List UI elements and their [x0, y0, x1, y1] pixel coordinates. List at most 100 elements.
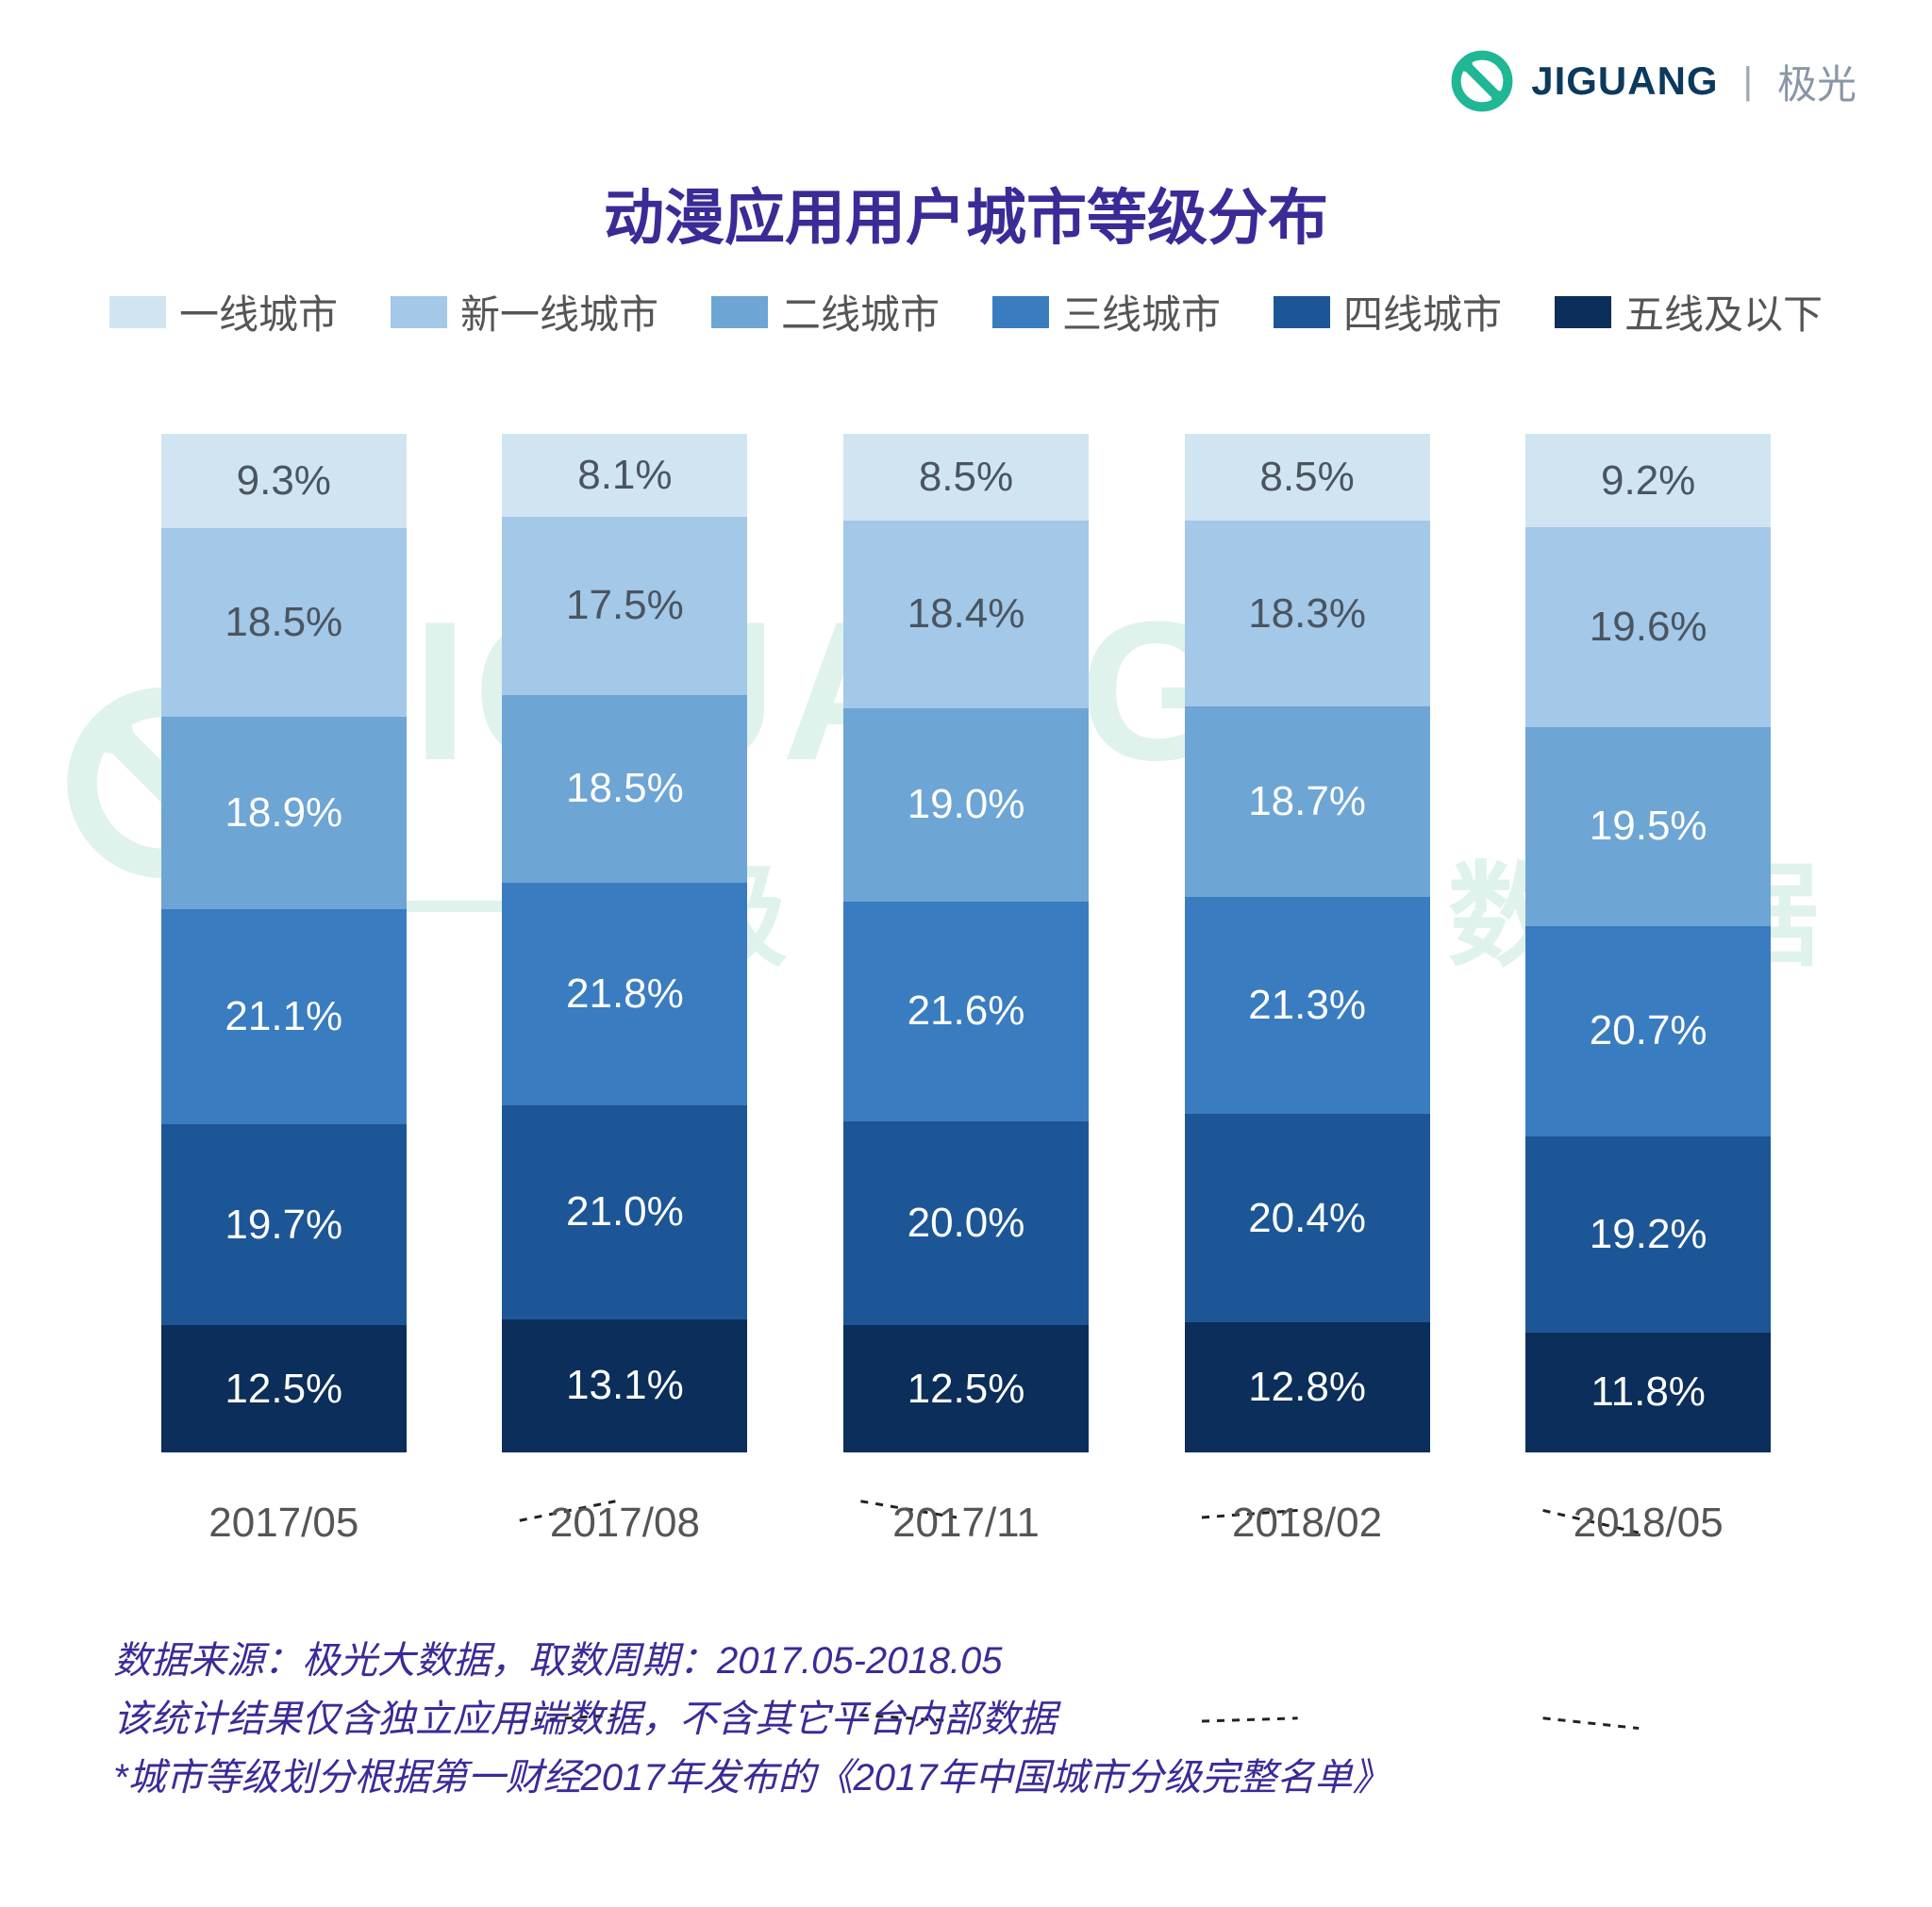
legend-swatch: [391, 296, 447, 328]
bar-segment: 18.9%: [161, 717, 407, 909]
brand-separator: |: [1743, 60, 1753, 103]
bar-group: 12.5% 20.0% 21.6% 19.0% 18.4% 8.5%: [795, 434, 1137, 1452]
bar-group: 11.8% 19.2% 20.7% 19.5% 19.6% 9.2%: [1477, 434, 1819, 1452]
bar-area: 12.5%19.7%21.1%18.9%18.5%9.3%13.1%21.0%2…: [113, 434, 1819, 1452]
legend-label: 二线城市: [781, 283, 940, 340]
segment-value: 21.0%: [566, 1188, 684, 1235]
bar-segment: 9.2%: [1525, 434, 1771, 527]
segment-value: 8.5%: [919, 454, 1013, 501]
bar-segment: 13.1%: [502, 1319, 747, 1452]
bar: 12.5%19.7%21.1%18.9%18.5%9.3%: [161, 434, 407, 1452]
bar-segment: 21.6%: [843, 902, 1089, 1121]
bar-group: 13.1% 21.0% 21.8% 18.5% 17.5% 8.1%: [455, 434, 796, 1452]
segment-value: 20.0%: [908, 1200, 1025, 1247]
bar-segment: 19.5%: [1525, 727, 1771, 926]
bar-segment: 8.1%: [502, 434, 747, 516]
brand-block: JIGUANG | 极光: [1448, 47, 1857, 115]
bar: 13.1% 21.0% 21.8% 18.5% 17.5% 8.1%: [502, 434, 747, 1452]
segment-value: 12.5%: [225, 1366, 342, 1413]
brand-logo-icon: [1448, 47, 1516, 115]
bar-segment: 20.4%: [1185, 1114, 1430, 1321]
segment-value: 21.8%: [566, 970, 684, 1018]
legend-swatch: [1274, 296, 1330, 328]
bar-segment: 17.5%: [502, 517, 747, 695]
segment-value: 12.5%: [908, 1366, 1025, 1413]
chart-title: 动漫应用用户城市等级分布: [0, 170, 1932, 257]
legend-swatch: [992, 296, 1049, 328]
legend-item: 新一线城市: [391, 283, 658, 340]
bar-segment: 18.7%: [1185, 706, 1430, 897]
segment-value: 18.5%: [225, 599, 342, 646]
legend-item: 二线城市: [711, 283, 940, 340]
bar: 12.5% 20.0% 21.6% 19.0% 18.4% 8.5%: [843, 434, 1089, 1452]
bar-segment: 12.8%: [1185, 1322, 1430, 1452]
bar-group: 12.5%19.7%21.1%18.9%18.5%9.3%: [113, 434, 455, 1452]
segment-value: 18.4%: [908, 590, 1025, 638]
bar-segment: 18.5%: [502, 695, 747, 884]
bar-segment: 18.3%: [1185, 521, 1430, 707]
x-axis-label: 2017/11: [795, 1500, 1137, 1547]
bar-segment: 21.8%: [502, 883, 747, 1104]
bar-segment: 21.0%: [502, 1105, 747, 1319]
legend-swatch: [1555, 296, 1611, 328]
bar-segment: 21.1%: [161, 909, 407, 1124]
segment-value: 19.6%: [1590, 604, 1707, 651]
x-axis-label: 2018/02: [1137, 1500, 1478, 1547]
segment-value: 19.0%: [908, 781, 1025, 828]
footnote-line: 数据来源：极光大数据，取数周期：2017.05-2018.05: [113, 1632, 1819, 1690]
bar-segment: 12.5%: [843, 1325, 1089, 1452]
legend-label: 五线及以下: [1624, 283, 1823, 340]
bar-segment: 12.5%: [161, 1325, 407, 1452]
legend-label: 三线城市: [1062, 283, 1221, 340]
legend-swatch: [109, 296, 166, 328]
segment-value: 17.5%: [566, 582, 684, 629]
bar-segment: 19.7%: [161, 1124, 407, 1325]
footnotes: 数据来源：极光大数据，取数周期：2017.05-2018.05该统计结果仅含独立…: [113, 1632, 1819, 1807]
x-axis-labels: 2017/052017/082017/112018/022018/05: [113, 1500, 1819, 1547]
legend: 一线城市 新一线城市 二线城市 三线城市 四线城市 五线及以下: [0, 283, 1932, 340]
segment-value: 19.5%: [1590, 803, 1707, 850]
stacked-bar-chart: 12.5%19.7%21.1%18.9%18.5%9.3%13.1%21.0%2…: [113, 396, 1819, 1452]
segment-value: 13.1%: [566, 1362, 684, 1409]
bar-segment: 20.7%: [1525, 926, 1771, 1137]
segment-value: 18.9%: [225, 789, 342, 837]
legend-label: 新一线城市: [460, 283, 658, 340]
bar: 12.8% 20.4% 21.3% 18.7% 18.3% 8.5%: [1185, 434, 1430, 1452]
brand-english: JIGUANG: [1531, 58, 1718, 104]
legend-label: 四线城市: [1343, 283, 1502, 340]
segment-value: 21.6%: [908, 987, 1025, 1035]
x-axis-label: 2018/05: [1477, 1500, 1819, 1547]
bar-segment: 21.3%: [1185, 897, 1430, 1114]
legend-label: 一线城市: [179, 283, 338, 340]
segment-value: 18.3%: [1248, 590, 1366, 638]
legend-swatch: [711, 296, 768, 328]
bar-segment: 18.4%: [843, 521, 1089, 708]
bar-segment: 8.5%: [843, 434, 1089, 521]
legend-item: 一线城市: [109, 283, 338, 340]
segment-value: 19.2%: [1590, 1211, 1707, 1258]
bar-segment: 11.8%: [1525, 1333, 1771, 1452]
segment-value: 18.5%: [566, 765, 684, 812]
segment-value: 19.7%: [225, 1202, 342, 1249]
segment-value: 21.3%: [1248, 982, 1366, 1029]
segment-value: 8.5%: [1259, 454, 1354, 501]
bar-segment: 19.2%: [1525, 1136, 1771, 1332]
segment-value: 11.8%: [1591, 1368, 1706, 1416]
segment-value: 9.2%: [1601, 457, 1695, 505]
segment-value: 8.1%: [577, 452, 672, 499]
x-axis-label: 2017/05: [113, 1500, 455, 1547]
legend-item: 三线城市: [992, 283, 1221, 340]
bar: 11.8% 19.2% 20.7% 19.5% 19.6% 9.2%: [1525, 434, 1771, 1452]
segment-value: 18.7%: [1248, 778, 1366, 825]
legend-item: 五线及以下: [1555, 283, 1823, 340]
brand-chinese: 极光: [1777, 53, 1857, 110]
bar-segment: 19.0%: [843, 708, 1089, 902]
segment-value: 21.1%: [225, 993, 342, 1040]
bar-segment: 8.5%: [1185, 434, 1430, 521]
segment-value: 20.4%: [1248, 1195, 1366, 1242]
segment-value: 12.8%: [1248, 1364, 1366, 1411]
bar-group: 12.8% 20.4% 21.3% 18.7% 18.3% 8.5%: [1137, 434, 1478, 1452]
bar-segment: 18.5%: [161, 528, 407, 717]
x-axis-label: 2017/08: [455, 1500, 796, 1547]
legend-item: 四线城市: [1274, 283, 1502, 340]
